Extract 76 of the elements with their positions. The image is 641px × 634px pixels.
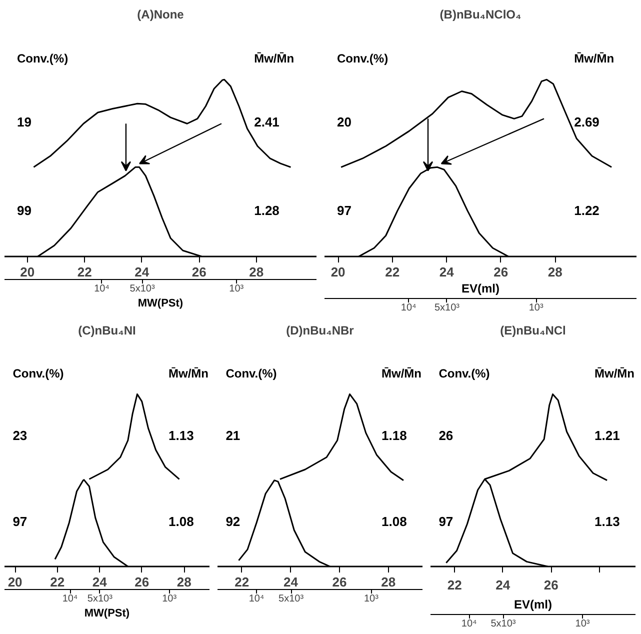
- x2-tick-label: 10³: [364, 594, 380, 604]
- x-tick-label: 24: [496, 578, 511, 592]
- x2-tick-label: 5x10³: [87, 594, 114, 604]
- x2-tick-label: 10⁴: [62, 594, 78, 604]
- x-tick-label: 28: [548, 264, 562, 280]
- chart-title: (E)nBu₄NCl: [500, 324, 566, 338]
- x-tick-label: 28: [381, 574, 396, 590]
- annotation: 92: [226, 514, 240, 530]
- x-tick-label: 28: [176, 574, 192, 590]
- x-tick-label: 24: [439, 264, 455, 280]
- text: Conv.(%): [12, 366, 64, 381]
- annotation: 1.08: [168, 514, 194, 530]
- annotation: 1.18: [382, 428, 407, 444]
- x-tick-label: 20: [20, 264, 35, 280]
- x2-tick-label: 5x10³: [130, 284, 156, 294]
- annotation: 97: [336, 203, 352, 218]
- x-tick-label: 24: [134, 264, 150, 280]
- x2-tick-label: 10³: [162, 594, 178, 604]
- annotation: 2.69: [574, 114, 600, 130]
- x2-tick-label: 10⁴: [94, 284, 110, 294]
- text: M̄w/M̄n: [594, 366, 634, 381]
- text: Conv.(%): [226, 366, 277, 381]
- annotation: 2.41: [254, 114, 280, 130]
- x2-tick-label: 10³: [229, 284, 244, 294]
- annotation: 20: [336, 114, 352, 130]
- chart-title: (B)nBu₄NClO₄: [440, 8, 522, 22]
- x-tick-label: 22: [234, 574, 250, 590]
- annotation: 1.22: [574, 203, 600, 218]
- x-axis-title: EV(ml): [462, 282, 500, 296]
- chart-title: (C)nBu₄NI: [78, 324, 136, 338]
- annotation: 99: [16, 203, 32, 218]
- x-tick-label: 26: [134, 574, 150, 590]
- text: M̄w/M̄n: [254, 51, 294, 66]
- annotation: 1.13: [594, 514, 620, 530]
- text: M̄w/M̄n: [168, 366, 208, 381]
- x2-tick-label: 10³: [528, 302, 544, 314]
- x-axis-title: EV(ml): [514, 598, 552, 612]
- x-tick-label: 26: [494, 264, 508, 280]
- annotation: 1.28: [254, 203, 280, 218]
- x2-tick-label: 10⁴: [461, 618, 477, 630]
- x-tick-label: 26: [544, 578, 558, 592]
- chart-title: (D)nBu₄NBr: [286, 324, 354, 338]
- text: Conv.(%): [336, 51, 388, 66]
- x-tick-label: 22: [77, 264, 92, 280]
- annotation: 23: [12, 428, 28, 444]
- x-tick-label: 22: [50, 574, 65, 590]
- x2-tick-label: 10³: [575, 618, 590, 630]
- x-tick-label: 26: [192, 264, 206, 280]
- x-tick-label: 20: [8, 574, 22, 590]
- annotation: 97: [12, 514, 28, 530]
- x2-axis-title: MW(PSt): [84, 608, 130, 620]
- annotation: 1.21: [594, 428, 620, 444]
- annotation: 97: [438, 514, 454, 530]
- text: Conv.(%): [438, 366, 490, 381]
- chart-title: (A)None: [137, 8, 184, 22]
- annotation: 1.13: [168, 428, 194, 444]
- annotation: 19: [16, 114, 32, 130]
- x-tick-label: 22: [447, 578, 462, 592]
- text: Conv.(%): [16, 51, 68, 66]
- x2-tick-label: 10⁴: [400, 302, 416, 314]
- annotation: 21: [226, 428, 240, 444]
- x2-tick-label: 5x10³: [278, 594, 304, 604]
- x2-tick-label: 5x10³: [490, 618, 516, 630]
- x2-tick-label: 5x10³: [434, 302, 460, 314]
- text: M̄w/M̄n: [574, 51, 614, 66]
- annotation: 26: [438, 428, 454, 444]
- x-tick-label: 20: [330, 264, 346, 280]
- x-tick-label: 22: [385, 264, 400, 280]
- text: M̄w/M̄n: [382, 366, 422, 381]
- x-tick-label: 24: [92, 574, 108, 590]
- x2-axis-title: MW(PSt): [138, 298, 184, 310]
- x-tick-label: 28: [249, 264, 264, 280]
- x-tick-label: 26: [332, 574, 347, 590]
- x2-tick-label: 10⁴: [248, 594, 264, 604]
- annotation: 1.08: [382, 514, 407, 530]
- x-tick-label: 24: [283, 574, 299, 590]
